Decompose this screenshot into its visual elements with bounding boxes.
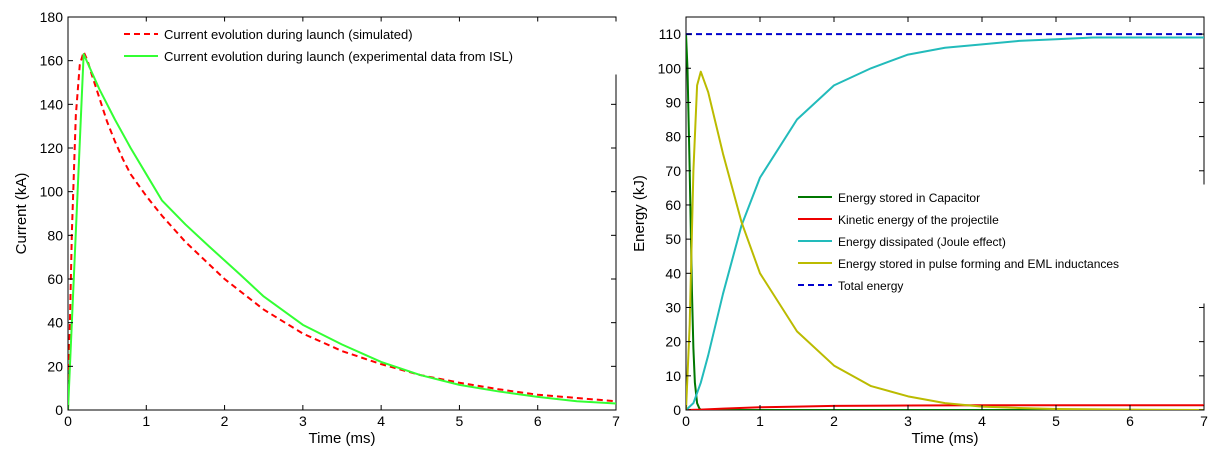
y-tick-label: 160 bbox=[40, 53, 64, 69]
x-tick-label: 1 bbox=[142, 413, 150, 429]
y-tick-label: 140 bbox=[40, 96, 64, 112]
y-axis-label: Energy (kJ) bbox=[631, 175, 648, 252]
x-tick-label: 0 bbox=[64, 413, 72, 429]
y-axis-label: Current (kA) bbox=[13, 173, 30, 255]
y-tick-label: 60 bbox=[665, 197, 681, 213]
x-tick-label: 6 bbox=[1126, 413, 1134, 429]
y-tick-label: 20 bbox=[665, 334, 681, 350]
y-tick-label: 50 bbox=[665, 231, 681, 247]
x-tick-label: 2 bbox=[221, 413, 229, 429]
x-axis-label: Time (ms) bbox=[309, 430, 376, 447]
x-tick-label: 0 bbox=[682, 413, 690, 429]
series-line-4 bbox=[686, 70, 1204, 410]
x-tick-label: 4 bbox=[978, 413, 986, 429]
x-tick-label: 3 bbox=[299, 413, 307, 429]
y-tick-label: 60 bbox=[47, 271, 63, 287]
y-tick-label: 110 bbox=[659, 26, 682, 42]
y-tick-label: 80 bbox=[665, 129, 681, 145]
y-tick-label: 120 bbox=[40, 140, 64, 156]
legend-label-4: Energy stored in pulse forming and EML i… bbox=[838, 257, 1119, 271]
current-chart: 0 1 2 3 4 5 6 7 0 20 40 60 80 100 120 140 160 180 Time (ms… bbox=[13, 9, 620, 447]
x-tick-label: 4 bbox=[377, 413, 385, 429]
x-axis-label: Time (ms) bbox=[912, 430, 979, 447]
plot-area bbox=[67, 16, 617, 411]
legend-label-5: Total energy bbox=[838, 279, 903, 293]
legend-label-1: Current evolution during launch (simulat… bbox=[164, 27, 413, 42]
y-tick-label: 40 bbox=[665, 265, 681, 281]
legend-box bbox=[789, 184, 1205, 304]
x-tick-label: 5 bbox=[456, 413, 464, 429]
y-tick-label: 30 bbox=[665, 299, 681, 315]
y-tick-label: 40 bbox=[47, 315, 63, 331]
y-tick-label: 80 bbox=[47, 227, 63, 243]
series-line-3 bbox=[686, 36, 1204, 410]
x-tick-label: 6 bbox=[534, 413, 542, 429]
y-tick-label: 70 bbox=[665, 163, 681, 179]
legend-label-1: Energy stored in Capacitor bbox=[838, 191, 980, 205]
series-line-2 bbox=[68, 53, 616, 410]
legend-box bbox=[115, 21, 617, 75]
legend-label-2: Current evolution during launch (experim… bbox=[164, 49, 513, 64]
y-tick-label: 100 bbox=[658, 60, 682, 76]
x-tick-label: 7 bbox=[612, 413, 620, 429]
x-tick-label: 7 bbox=[1200, 413, 1208, 429]
x-tick-label: 5 bbox=[1052, 413, 1060, 429]
x-tick-label: 1 bbox=[756, 413, 764, 429]
y-tick-label: 90 bbox=[665, 94, 681, 110]
y-tick-label: 100 bbox=[40, 184, 64, 200]
x-tick-label: 3 bbox=[904, 413, 912, 429]
legend-label-2: Kinetic energy of the projectile bbox=[838, 213, 999, 227]
legend-label-3: Energy dissipated (Joule effect) bbox=[838, 235, 1006, 249]
y-tick-label: 0 bbox=[673, 402, 681, 418]
x-tick-label: 2 bbox=[830, 413, 838, 429]
y-tick-label: 20 bbox=[47, 358, 63, 374]
y-tick-label: 180 bbox=[40, 9, 64, 25]
y-tick-label: 10 bbox=[665, 368, 681, 384]
y-tick-label: 0 bbox=[55, 402, 63, 418]
